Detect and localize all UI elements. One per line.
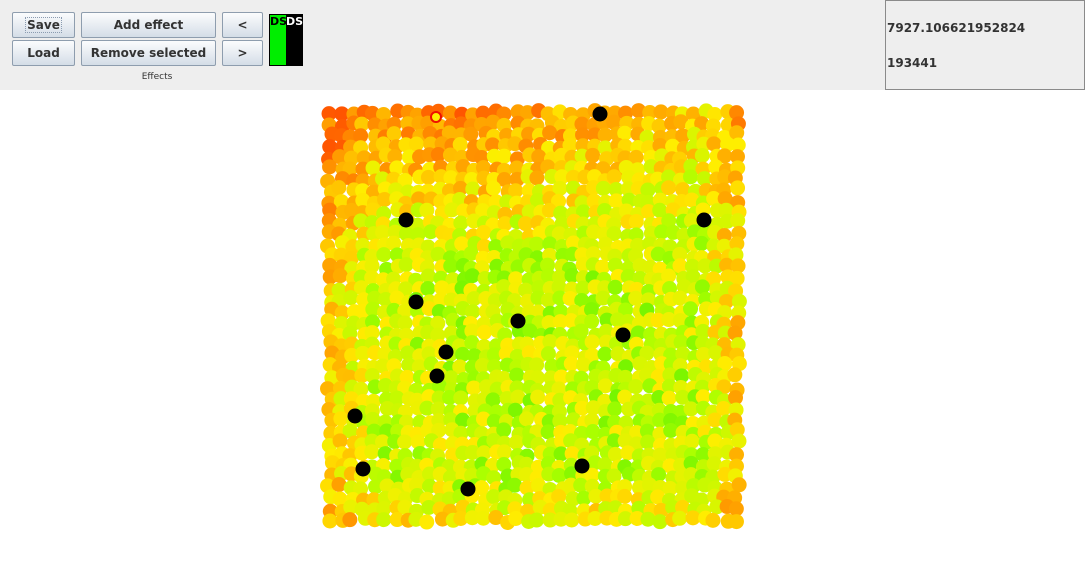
toolbar: Save Load Add effect Remove selected < >… — [0, 0, 1085, 90]
marker-dot[interactable] — [461, 482, 476, 497]
marker-dot[interactable] — [409, 295, 424, 310]
remove-selected-button[interactable]: Remove selected — [81, 40, 216, 66]
previous-button-label: < — [237, 18, 247, 32]
load-button-label: Load — [27, 46, 60, 60]
marker-dot[interactable] — [356, 462, 371, 477]
heatmap-canvas[interactable] — [320, 103, 750, 533]
ds-indicator: DS DS — [269, 14, 303, 66]
effects-caption: Effects — [81, 72, 233, 82]
remove-selected-button-label: Remove selected — [91, 46, 206, 60]
stat-value-2: 193441 — [887, 56, 937, 70]
selected-point[interactable] — [431, 112, 441, 122]
save-button-label: Save — [26, 18, 61, 32]
marker-dot[interactable] — [697, 213, 712, 228]
previous-button[interactable]: < — [222, 12, 263, 38]
marker-dot[interactable] — [399, 213, 414, 228]
load-button[interactable]: Load — [12, 40, 75, 66]
marker-dot[interactable] — [439, 345, 454, 360]
ds-indicator-right: DS — [286, 15, 302, 65]
next-button-label: > — [237, 46, 247, 60]
marker-dot[interactable] — [616, 328, 631, 343]
marker-dot[interactable] — [593, 107, 608, 122]
stat-value-1: 7927.106621952824 — [887, 21, 1025, 35]
marker-dot[interactable] — [430, 369, 445, 384]
marker-dot[interactable] — [348, 409, 363, 424]
add-effect-button-label: Add effect — [114, 18, 184, 32]
next-button[interactable]: > — [222, 40, 263, 66]
marker-dot[interactable] — [511, 314, 526, 329]
heat-blobs — [320, 103, 747, 530]
ds-left-label: DS — [270, 15, 287, 28]
add-effect-button[interactable]: Add effect — [81, 12, 216, 38]
ds-indicator-left: DS — [270, 15, 286, 65]
ds-right-label: DS — [286, 15, 303, 28]
stats-panel: 7927.106621952824 193441 — [885, 0, 1085, 90]
save-button[interactable]: Save — [12, 12, 75, 38]
marker-dot[interactable] — [575, 459, 590, 474]
